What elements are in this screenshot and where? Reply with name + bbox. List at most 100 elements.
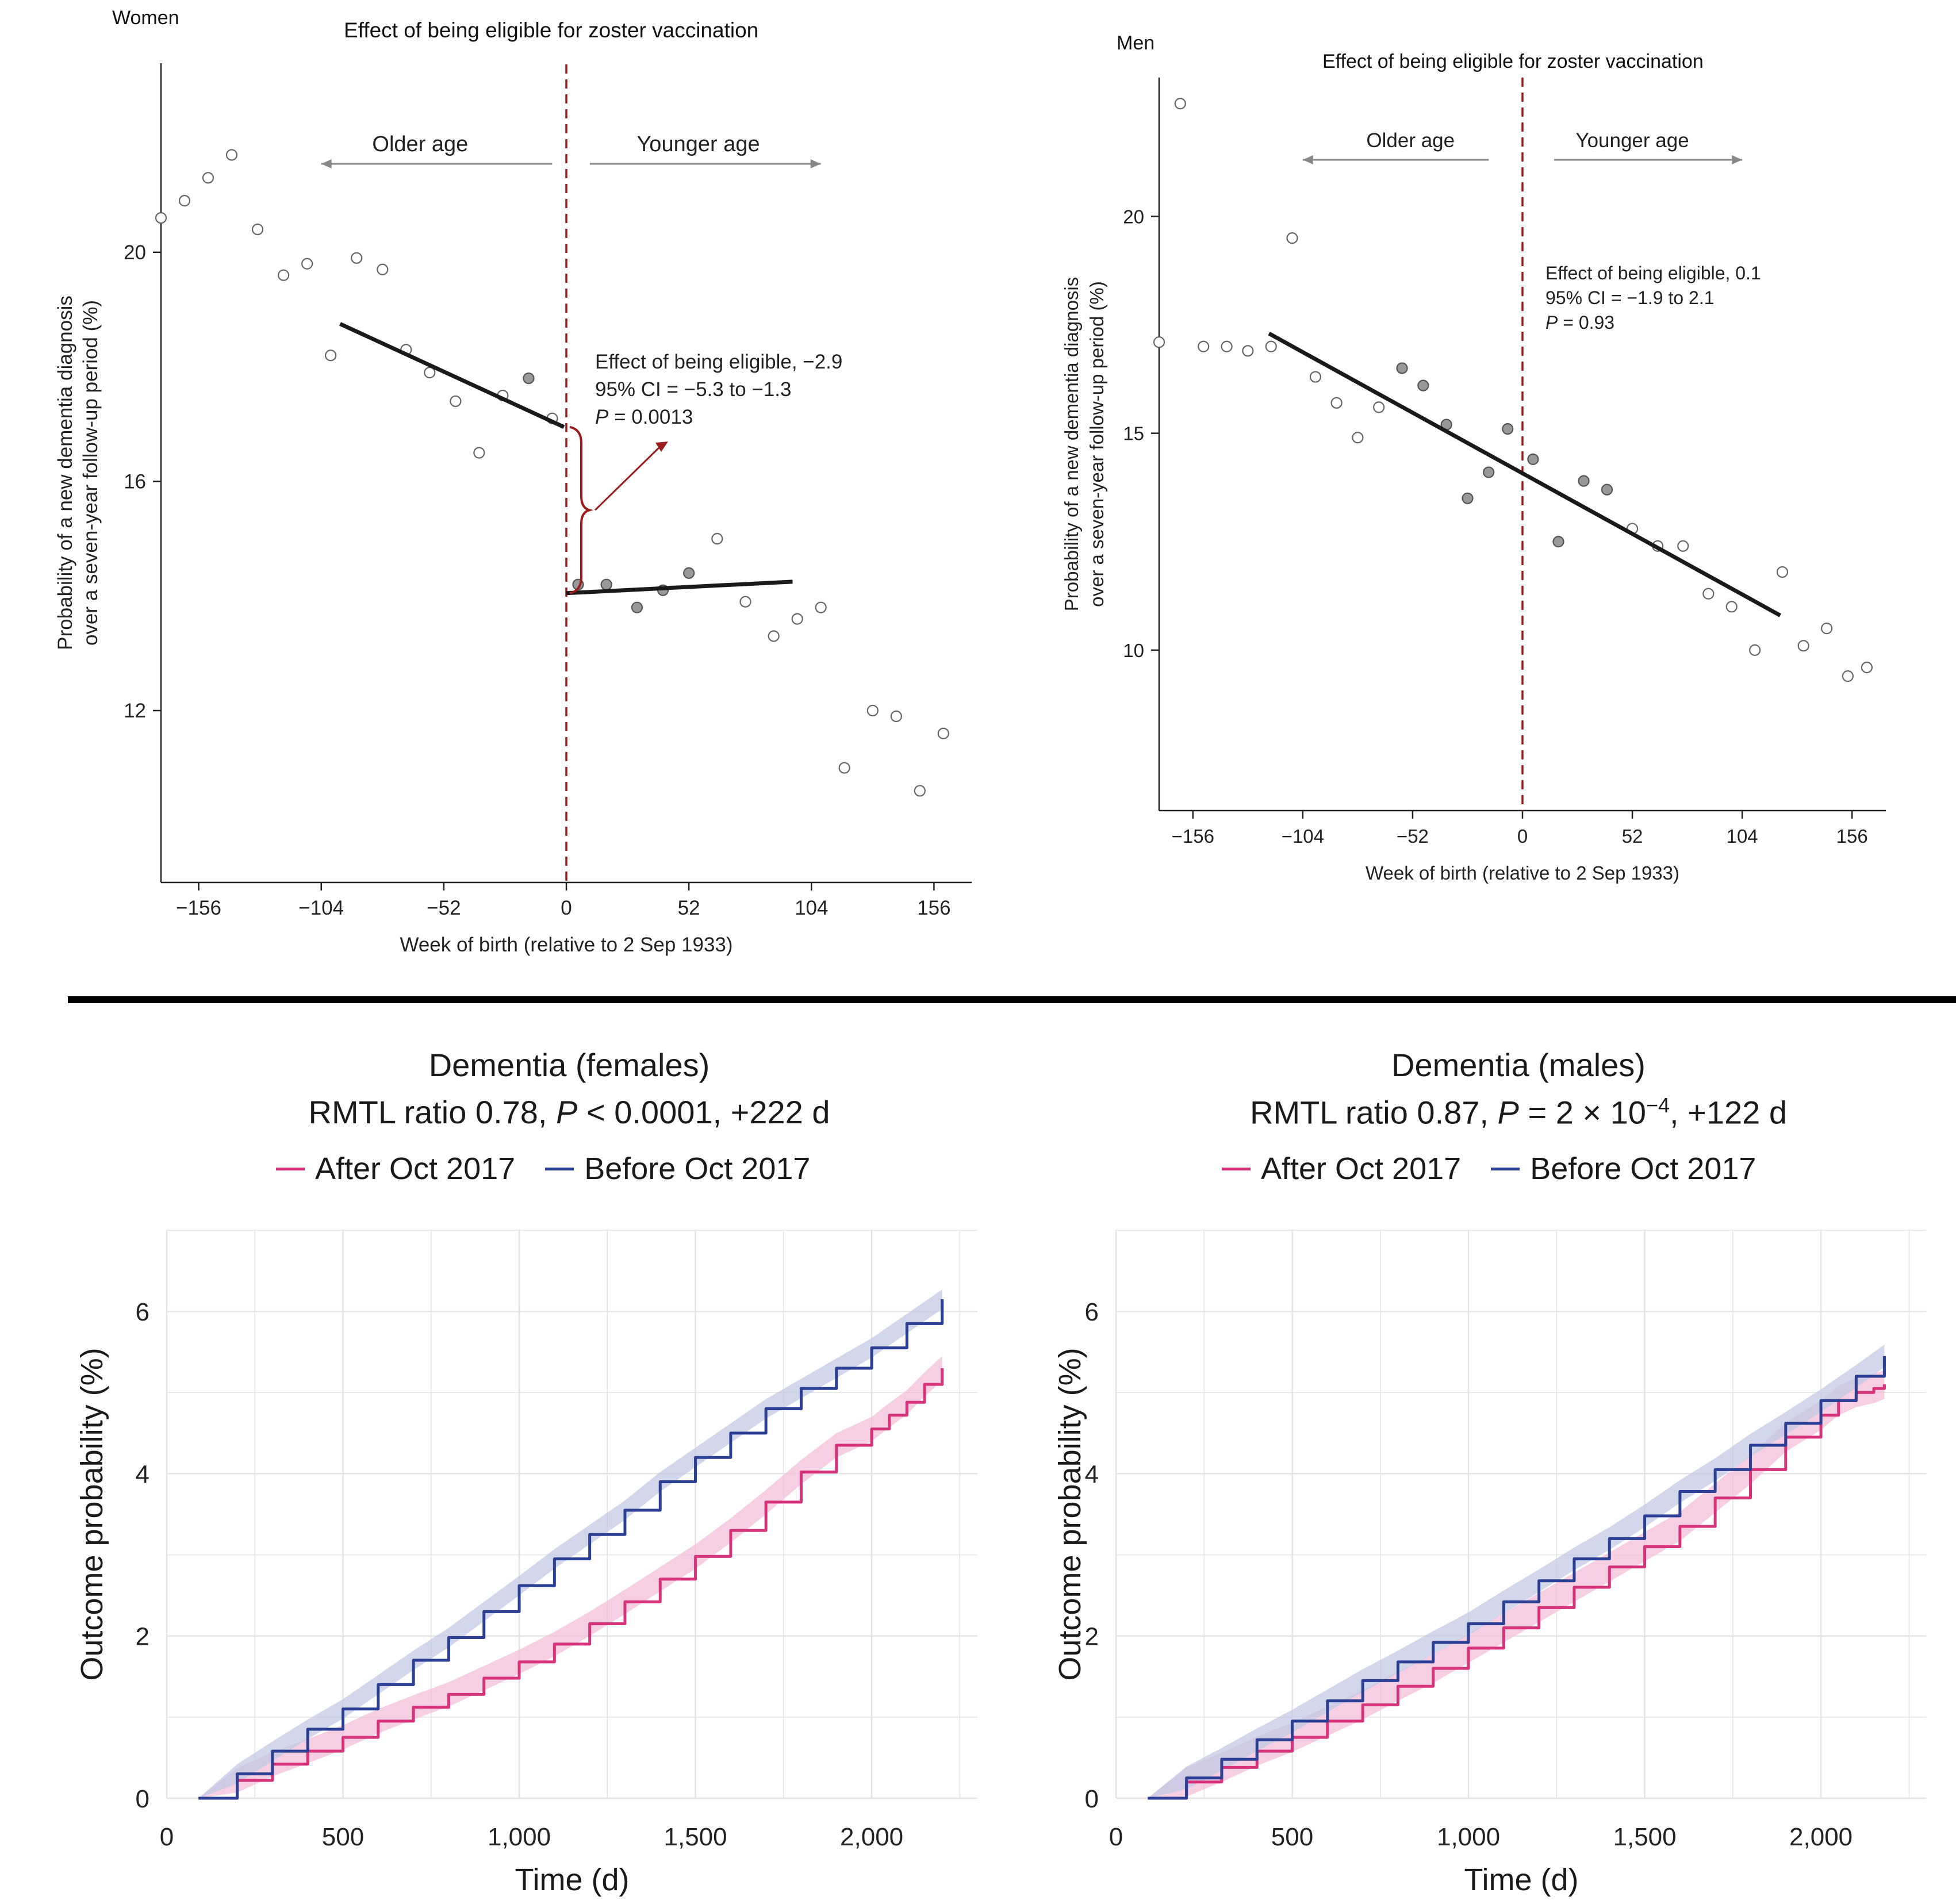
data-point-open <box>838 762 850 774</box>
men-rd-panel: Men Effect of being eligible for zoster … <box>1035 0 1956 977</box>
data-point-open <box>1373 401 1385 413</box>
data-point-open <box>711 532 723 545</box>
x-axis-label: Time (d) <box>1464 1863 1579 1897</box>
effect-arrow <box>594 444 662 511</box>
x-tick-label: −52 <box>427 897 461 919</box>
data-point-open <box>1352 432 1364 444</box>
x-tick-label: −156 <box>1172 826 1214 847</box>
data-point-filled <box>1552 536 1564 548</box>
women-rd-panel: Women Effect of being eligible for zoste… <box>0 0 1035 977</box>
legend: After Oct 2017 Before Oct 2017 <box>276 1151 810 1187</box>
data-point-filled <box>1462 492 1474 504</box>
legend-item-after: After Oct 2017 <box>276 1151 515 1187</box>
x-axis-label: Week of birth (relative to 2 Sep 1933) <box>1366 862 1679 884</box>
data-point-open <box>1797 640 1809 652</box>
ci-band-before <box>1148 1345 1885 1798</box>
data-point-open <box>278 269 290 281</box>
arrow-head-icon <box>655 442 668 452</box>
y-tick-label: 10 <box>1123 640 1144 661</box>
y-tick-label: 20 <box>124 241 146 264</box>
data-point-filled <box>631 601 643 613</box>
data-point-open <box>914 785 926 797</box>
x-tick-label: 0 <box>1517 826 1528 847</box>
data-point-open <box>1677 540 1689 552</box>
data-point-open <box>202 172 214 184</box>
data-point-open <box>301 258 313 270</box>
data-point-filled <box>1483 466 1495 478</box>
x-tick-label: 1,000 <box>1437 1823 1500 1851</box>
series-line-after <box>198 1368 944 1800</box>
x-tick-label: −52 <box>1397 826 1429 847</box>
data-point-open <box>1221 340 1233 352</box>
x-tick-label: 1,500 <box>664 1823 727 1851</box>
data-point-open <box>1242 345 1254 357</box>
older-age-label: Older age <box>1366 129 1455 152</box>
y-tick-label: 4 <box>1085 1460 1099 1488</box>
x-tick-label: 1,500 <box>1613 1823 1677 1851</box>
series-line-after <box>1148 1384 1886 1800</box>
x-tick-label: 500 <box>322 1823 364 1851</box>
x-tick-label: −156 <box>176 897 221 919</box>
chart-title: Effect of being eligible for zoster vacc… <box>344 18 759 42</box>
x-tick-label: −104 <box>298 897 344 919</box>
data-point-open <box>739 596 751 608</box>
data-point-open <box>1198 340 1210 352</box>
data-point-open <box>890 710 902 723</box>
legend-item-before: Before Oct 2017 <box>1491 1151 1756 1187</box>
chart-subtitle: RMTL ratio 0.78, P < 0.0001, +222 d <box>308 1094 830 1130</box>
x-tick-label: 2,000 <box>840 1823 903 1851</box>
data-point-open <box>1749 644 1761 656</box>
y-tick-label: 0 <box>1085 1785 1099 1813</box>
data-point-open <box>1174 98 1186 110</box>
arrow-head-icon <box>321 159 332 168</box>
legend-item-before: Before Oct 2017 <box>545 1151 810 1187</box>
arrow-head-icon <box>810 159 821 168</box>
x-tick-label: 52 <box>1622 826 1643 847</box>
x-tick-label: 1,000 <box>488 1823 551 1851</box>
males-km-chart: 0 2 4 6 0 500 1,000 1,500 2,000 Time (d) Outcome p… <box>1053 1230 1927 1897</box>
y-axis-label: over a seven-year follow-up period (%) <box>1086 281 1107 607</box>
arrow-head-icon <box>1302 155 1313 164</box>
data-point-filled <box>1396 362 1408 374</box>
x-tick-label: 0 <box>160 1823 174 1851</box>
data-point-open <box>1776 566 1789 578</box>
data-point-open <box>1821 623 1833 635</box>
y-tick-label: 0 <box>136 1785 149 1813</box>
data-point-open <box>424 367 436 379</box>
data-point-filled <box>1502 423 1514 435</box>
data-point-filled <box>1578 475 1590 487</box>
y-tick-label: 15 <box>1123 423 1144 444</box>
younger-age-label: Younger age <box>1575 129 1689 152</box>
data-point-open <box>178 195 191 207</box>
annotation-effect: Effect of being eligible, 0.1 <box>1545 263 1761 283</box>
section-divider <box>68 996 1956 1003</box>
data-point-open <box>937 727 949 740</box>
data-point-open <box>473 447 485 459</box>
fit-line-left <box>339 322 565 429</box>
data-point-open <box>351 252 363 264</box>
data-point-filled <box>1601 483 1613 496</box>
ci-band-before <box>198 1289 942 1798</box>
legend: After Oct 2017 Before Oct 2017 <box>1222 1151 1756 1187</box>
x-axis-label: Week of birth (relative to 2 Sep 1933) <box>400 934 732 956</box>
series-line-before <box>198 1299 944 1800</box>
annotation-ci: 95% CI = −5.3 to −1.3 <box>595 378 792 401</box>
x-axis-label: Time (d) <box>515 1863 630 1897</box>
data-point-open <box>155 212 167 224</box>
x-tick-label: 104 <box>1727 826 1758 847</box>
discontinuity-brace <box>569 425 594 594</box>
legend-swatch-before <box>1491 1167 1520 1170</box>
data-point-filled <box>1417 379 1429 391</box>
x-tick-label: 104 <box>795 897 828 919</box>
data-point-open <box>1286 232 1298 244</box>
x-tick-label: 0 <box>561 897 572 919</box>
data-point-open <box>1861 661 1873 674</box>
y-tick-label: 12 <box>124 700 146 722</box>
chart-title: Dementia (males) <box>1391 1047 1646 1083</box>
males-km-panel: Dementia (males) RMTL ratio 0.87, P = 2 … <box>978 1000 1956 1904</box>
data-point-filled <box>600 578 612 590</box>
y-tick-label: 6 <box>136 1298 149 1326</box>
data-point-open <box>450 395 462 408</box>
chart-title: Dementia (females) <box>428 1047 710 1083</box>
data-point-filled <box>683 567 695 579</box>
